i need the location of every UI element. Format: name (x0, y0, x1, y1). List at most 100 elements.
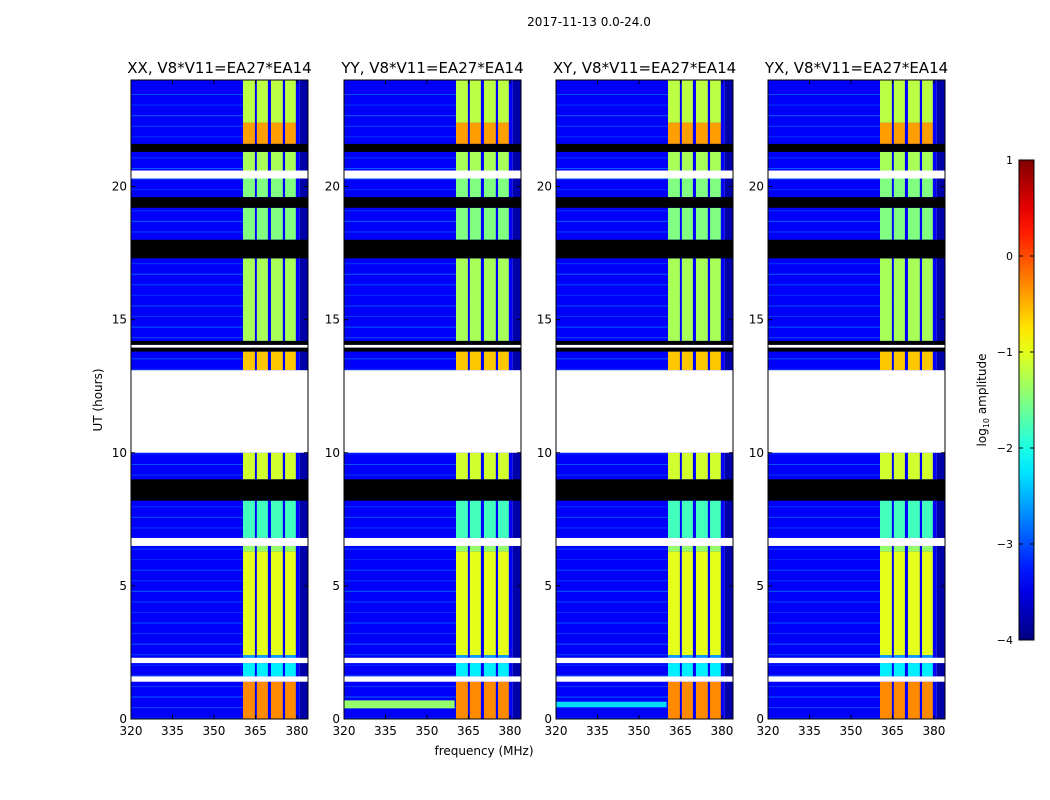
heatmap-streak (344, 675, 468, 677)
heatmap-cell (243, 500, 255, 538)
heatmap-streak (131, 717, 255, 719)
heatmap-streak (556, 178, 680, 180)
heatmap-cell (668, 500, 680, 538)
heatmap-cell (668, 551, 680, 656)
heatmap-cell (681, 207, 693, 240)
y-tick-label: 10 (749, 446, 764, 460)
heatmap-cell (469, 258, 481, 341)
heatmap-streak (131, 696, 255, 698)
heatmap-cell (285, 500, 296, 538)
heatmap-streak (131, 284, 255, 286)
heatmap-streak (556, 463, 680, 465)
heatmap-cell (880, 681, 892, 719)
heatmap-cell (907, 80, 920, 123)
heatmap-streak (131, 601, 255, 603)
heatmap-cell (469, 500, 481, 538)
heatmap-streak (768, 326, 892, 328)
heatmap-cell (668, 178, 680, 198)
flagged-row (768, 340, 945, 345)
heatmap-cell (922, 178, 933, 198)
heatmap-streak (556, 527, 680, 529)
heatmap-streak (768, 654, 892, 656)
x-tick-label: 380 (922, 724, 945, 738)
panel-3: XY, V8*V11=EA27*EA14 320 335 350 365 380 0 5 10 1… (537, 59, 736, 738)
heatmap-cell (270, 151, 283, 171)
heatmap-streak (556, 157, 680, 159)
heatmap-cell (668, 663, 680, 677)
y-tick-label: 15 (325, 313, 340, 327)
y-tick-label: 5 (544, 579, 552, 593)
heatmap-streak (768, 284, 892, 286)
missing-row (344, 370, 521, 453)
missing-row (131, 370, 308, 453)
heatmap-streak (344, 263, 468, 265)
heatmap-streak (131, 548, 255, 550)
x-tick-label: 365 (669, 724, 692, 738)
heatmap-cell (256, 80, 268, 123)
heatmap-cell (270, 681, 283, 719)
heatmap-cell (710, 151, 721, 171)
heatmap-streak (344, 601, 468, 603)
colorbar-tick-label: −2 (997, 442, 1013, 455)
heatmap-cell (270, 80, 283, 123)
x-axis-label: frequency (MHz) (434, 744, 533, 758)
heatmap-streak (131, 453, 255, 455)
heatmap-cell (668, 452, 680, 480)
heatmap-cell (922, 681, 933, 719)
flagged-row (131, 479, 308, 501)
flagged-row (768, 347, 945, 352)
heatmap-cell (256, 500, 268, 538)
heatmap-cell (270, 452, 283, 480)
heatmap-streak (768, 168, 892, 170)
flagged-row (344, 143, 521, 152)
heatmap-cell (285, 351, 296, 371)
heatmap-cell (498, 655, 509, 658)
heatmap-cell (285, 151, 296, 171)
heatmap-streak (556, 611, 680, 613)
heatmap-cell (483, 500, 496, 538)
heatmap-streak (131, 168, 255, 170)
heatmap-cell (469, 655, 481, 658)
heatmap-streak (344, 548, 468, 550)
heatmap-cell (695, 545, 708, 552)
colorbar-label: log10 amplitude (975, 354, 991, 447)
flagged-row (344, 340, 521, 345)
x-tick-label: 380 (710, 724, 733, 738)
heatmap-cell (922, 545, 933, 552)
heatmap-cell (893, 207, 905, 240)
heatmap-streak (344, 633, 468, 635)
heatmap-cell (285, 655, 296, 658)
heatmap-streak (556, 273, 680, 275)
y-tick-label: 0 (544, 712, 552, 726)
heatmap-streak (768, 590, 892, 592)
heatmap-streak (556, 590, 680, 592)
missing-row (131, 170, 308, 179)
heatmap-streak (556, 294, 680, 296)
y-tick-label: 20 (537, 180, 552, 194)
heatmap-cell (243, 178, 255, 198)
heatmap-cell (880, 500, 892, 538)
heatmap-streak (131, 178, 255, 180)
heatmap-cell (456, 551, 468, 656)
heatmap-cell (922, 351, 933, 371)
heatmap-cell (710, 545, 721, 552)
heatmap-streak (556, 104, 680, 106)
missing-row (768, 537, 945, 546)
heatmap-streak (768, 675, 892, 677)
heatmap-streak (556, 115, 680, 117)
heatmap-streak (768, 104, 892, 106)
heatmap-cell (880, 551, 892, 656)
heatmap-streak (131, 337, 255, 339)
heatmap-cell (695, 122, 708, 144)
heatmap-streak (768, 548, 892, 550)
heatmap-cell (483, 655, 496, 658)
heatmap-streak (556, 569, 680, 571)
heatmap-cell (469, 351, 481, 371)
heatmap-cell (880, 452, 892, 480)
heatmap-cell (710, 207, 721, 240)
heatmap-cell (483, 681, 496, 719)
heatmap-cell (243, 80, 255, 123)
heatmap-cell (256, 663, 268, 677)
heatmap-cell (285, 178, 296, 198)
heatmap-cell (695, 178, 708, 198)
